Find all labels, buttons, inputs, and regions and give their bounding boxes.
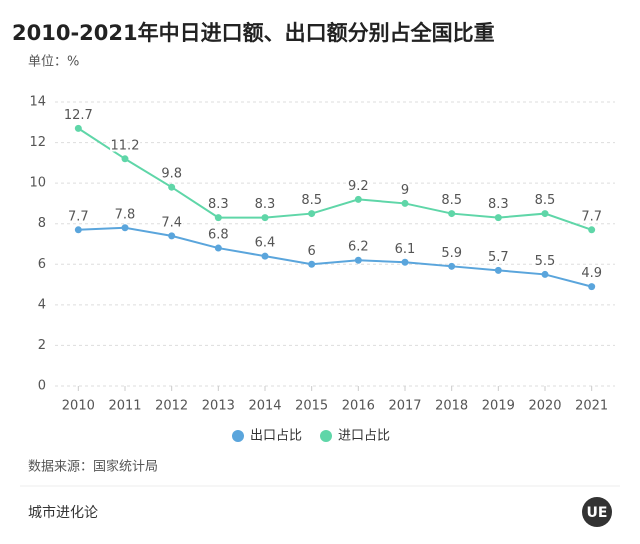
- value-label: 6.8: [208, 228, 229, 243]
- data-point: [214, 214, 222, 222]
- legend-marker: [320, 430, 332, 442]
- source-note: 数据来源：国家统计局: [28, 459, 158, 475]
- data-point: [541, 210, 549, 218]
- data-point: [308, 210, 316, 218]
- value-label: 9.2: [348, 179, 369, 194]
- y-tick-label: 4: [38, 297, 46, 312]
- value-label: 8.5: [301, 193, 322, 208]
- data-point: [261, 252, 269, 260]
- data-point: [401, 199, 409, 207]
- data-point: [214, 244, 222, 252]
- value-label: 5.9: [441, 246, 462, 261]
- logo-circle: [582, 497, 612, 527]
- value-label: 7.7: [581, 209, 602, 224]
- data-point: [74, 124, 82, 132]
- value-label: 8.3: [255, 197, 276, 212]
- data-point: [448, 262, 456, 270]
- legend-marker: [232, 430, 244, 442]
- y-tick-label: 0: [38, 379, 46, 394]
- value-label: 7.7: [68, 209, 89, 224]
- value-label: 8.5: [535, 193, 556, 208]
- series-line: [77, 127, 592, 231]
- x-tick-label: 2020: [528, 399, 561, 414]
- value-label: 9: [401, 183, 409, 198]
- value-label: 5.5: [535, 254, 556, 269]
- data-point: [494, 266, 502, 274]
- value-label: 8.5: [441, 193, 462, 208]
- data-point: [354, 256, 362, 264]
- value-label: 7.8: [115, 207, 136, 222]
- data-point: [308, 260, 316, 268]
- chart-title: 2010-2021年中日进口额、出口额分别占全国比重: [12, 21, 495, 45]
- value-label: 7.4: [161, 215, 182, 230]
- data-point: [354, 195, 362, 203]
- data-point: [121, 155, 129, 163]
- x-tick-label: 2014: [248, 399, 281, 414]
- value-label: 9.8: [161, 167, 182, 182]
- logo: UE: [587, 505, 608, 521]
- data-point: [121, 224, 129, 232]
- y-tick-label: 14: [29, 95, 46, 110]
- x-tick-label: 2012: [155, 399, 188, 414]
- data-point: [448, 210, 456, 218]
- data-point: [74, 226, 82, 234]
- data-point: [541, 270, 549, 278]
- value-label: 4.9: [581, 266, 602, 281]
- data-point: [588, 226, 596, 234]
- footer: 城市进化论: [28, 504, 98, 521]
- series-line: [78, 226, 592, 288]
- legend-label: 出口占比: [250, 429, 302, 444]
- x-tick-label: 2010: [62, 399, 95, 414]
- value-label: 11.2: [111, 138, 140, 153]
- y-tick-label: 12: [29, 135, 46, 150]
- value-label: 6.4: [255, 236, 276, 251]
- x-tick-label: 2021: [575, 399, 608, 414]
- data-point: [401, 258, 409, 266]
- x-tick-label: 2018: [435, 399, 468, 414]
- data-point: [168, 232, 176, 240]
- value-label: 6.1: [395, 242, 416, 257]
- data-point: [168, 183, 176, 191]
- data-point: [494, 214, 502, 222]
- value-label: 8.3: [488, 197, 509, 212]
- x-tick-label: 2013: [202, 399, 235, 414]
- x-tick-label: 2019: [482, 399, 515, 414]
- x-tick-label: 2015: [295, 399, 328, 414]
- x-tick-label: 2011: [108, 399, 141, 414]
- y-tick-label: 10: [29, 176, 46, 191]
- legend-label: 进口占比: [338, 429, 390, 444]
- x-tick-label: 2016: [342, 399, 375, 414]
- data-point: [261, 214, 269, 222]
- value-label: 8.3: [208, 197, 229, 212]
- x-tick-label: 2017: [388, 399, 421, 414]
- data-point: [588, 283, 596, 291]
- value-label: 6: [308, 244, 316, 259]
- y-tick-label: 2: [38, 338, 46, 353]
- unit-label: 单位：%: [28, 55, 79, 70]
- y-tick-label: 6: [38, 257, 46, 272]
- value-label: 5.7: [488, 250, 509, 265]
- value-label: 6.2: [348, 240, 369, 255]
- value-label: 12.7: [64, 108, 93, 123]
- y-tick-label: 8: [38, 216, 46, 231]
